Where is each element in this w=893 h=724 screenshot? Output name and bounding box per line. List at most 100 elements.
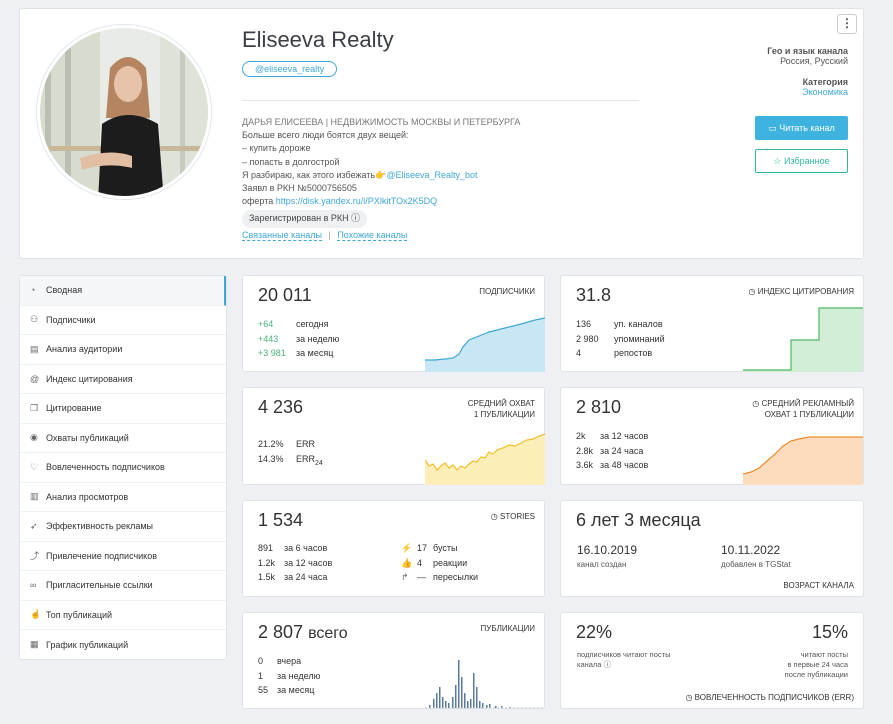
category-label: Категория	[802, 77, 848, 87]
sidebar-item-views[interactable]: ▥ Анализ просмотров	[20, 483, 226, 512]
stat-label: за 24 часа	[284, 572, 328, 582]
window-icon: ▭	[768, 123, 777, 133]
stat-row: 3.6k за 48 часов	[576, 458, 648, 473]
stat-value: 0	[258, 656, 264, 666]
reach-sparkline	[425, 433, 545, 485]
stat-value: 2 980	[576, 333, 599, 344]
similar-channels-link[interactable]: Похожие каналы	[337, 230, 408, 241]
bot-link[interactable]: @Eliseeva_Realty_bot	[386, 169, 478, 180]
stat-value: +443	[258, 333, 279, 344]
favorite-button[interactable]: ☆ Избранное	[755, 149, 848, 173]
citation-card[interactable]: 31.8 ◷ ИНДЕКС ЦИТИРОВАНИЯ 136 уп. каналов…	[560, 275, 864, 372]
ad-reach-label-line: ◷ СРЕДНИЙ РЕКЛАМНЫЙ	[752, 398, 854, 409]
desc-heading: ДАРЬЯ ЕЛИСЕЕВА | НЕДВИЖИМОСТЬ МОСКВЫ И П…	[242, 117, 521, 127]
stat-label: вчера	[277, 656, 302, 666]
channel-age-card[interactable]: 6 лет 3 месяца 16.10.2019 канал создан 1…	[560, 500, 864, 597]
at-icon: @	[30, 373, 40, 384]
stories-card[interactable]: 1 534 ◷ STORIES 891 за 6 часов 1.2k за 12 …	[242, 500, 545, 597]
sidebar-item-label: Сводная	[46, 285, 83, 296]
pie-chart-icon: ◔	[30, 285, 36, 296]
stat-value: 3.6k	[576, 460, 594, 470]
added-block: 10.11.2022 добавлен в TGStat	[721, 543, 791, 569]
citation-value: 31.8	[576, 285, 612, 305]
engagement-card[interactable]: 22% подписчиков читают посты канала ⓘ 15…	[560, 612, 864, 709]
sidebar-item-attraction[interactable]: ⤴ Привлечение подписчиков	[20, 542, 226, 571]
sidebar-item-audience[interactable]: ▤ Анализ аудитории	[20, 335, 226, 365]
desc-line: Больше всего люди боятся двух вещей:	[242, 130, 409, 141]
stat-label: бусты	[433, 543, 458, 553]
stat-label: ERR	[296, 439, 316, 449]
stat-row: 14.3% ERR24	[258, 452, 323, 471]
sidebar-item-label: Подписчики	[46, 314, 96, 325]
posts-value-suffix: всего	[308, 625, 348, 642]
stories-rows: 891 за 6 часов 1.2k за 12 часов 1.5k за 24 …	[258, 541, 332, 585]
sidebar-item-label: График публикаций	[46, 639, 129, 650]
reach-label: СРЕДНИЙ ОХВАТ	[467, 399, 535, 408]
stat-label: ERR	[296, 453, 316, 464]
engagement-left-label: подписчиков читают посты канала ⓘ	[577, 650, 670, 670]
stat-value: 1.2k	[258, 557, 276, 568]
stat-label: за неделю	[296, 333, 340, 344]
rkn-badge[interactable]: Зарегистрирован в РКН ⓘ	[242, 210, 368, 228]
more-menu-button[interactable]: ⋮	[837, 14, 857, 34]
sidebar-item-subscribers[interactable]: ⚇ Подписчики	[20, 306, 226, 335]
stat-row: 4 репостов	[576, 346, 665, 361]
category-block: Категория Экономика	[802, 77, 848, 97]
sidebar-item-citation[interactable]: ❐ Цитирование	[20, 394, 226, 424]
citation-label-block: ◷ ИНДЕКС ЦИТИРОВАНИЯ	[749, 286, 854, 297]
stat-row: 136 уп. каналов	[576, 317, 665, 332]
channel-description: ДАРЬЯ ЕЛИСЕЕВА | НЕДВИЖИМОСТЬ МОСКВЫ И П…	[242, 116, 662, 228]
channel-handle[interactable]: @eliseeva_realty	[242, 61, 338, 77]
stat-label: сегодня	[296, 319, 329, 329]
engagement-right-label-2: в первые 24 часа	[787, 660, 848, 669]
engagement-left-label-2: канала	[577, 660, 602, 669]
desc-text: Я разбираю, как этого избежать	[242, 169, 376, 180]
sidebar-item-ad-efficiency[interactable]: ➶ Эффективность рекламы	[20, 512, 226, 542]
stat-value: 55	[258, 685, 269, 695]
ad-reach-rows: 2k за 12 часов 2.8k за 24 часа 3.6k за 48 ч…	[576, 429, 648, 473]
rkn-badge-label: Зарегистрирован в РКН	[249, 213, 349, 224]
stat-label: реакции	[433, 557, 468, 568]
created-date: 16.10.2019	[577, 543, 638, 557]
posts-value-line: 2 807 всего	[258, 622, 348, 643]
sidebar-item-reach[interactable]: ◉ Охваты публикаций	[20, 424, 226, 453]
sidebar-item-summary[interactable]: ◔ Сводная	[20, 276, 226, 306]
like-icon: 👍	[401, 557, 413, 568]
sidebar-item-top-posts[interactable]: ☝ Топ публикаций	[20, 601, 226, 630]
stat-value: +3 981	[258, 348, 286, 358]
subscribers-rows: +64 сегодня +443 за неделю +3 981 за месяц	[258, 317, 339, 361]
calendar-icon: ▦	[30, 639, 39, 650]
sidebar-item-engagement[interactable]: ♡ Вовлеченность подписчиков	[20, 453, 226, 483]
subscribers-sparkline	[425, 317, 545, 372]
stat-value: 17	[417, 543, 428, 553]
share-icon: ↱	[401, 572, 409, 582]
read-channel-button[interactable]: ▭ Читать канал	[755, 116, 848, 140]
stat-value: 2.8k	[576, 445, 594, 456]
subscribers-card[interactable]: 20 011 ПОДПИСЧИКИ +64 сегодня +443 за неде…	[242, 275, 545, 372]
sidebar-item-invite-links[interactable]: ∞ Пригласительные ссылки	[20, 571, 226, 601]
related-channels-link[interactable]: Связанные каналы	[242, 230, 322, 241]
offer-link[interactable]: https://disk.yandex.ru/i/PXlkitTOx2K5DQ	[275, 196, 438, 207]
channel-links: Связанные каналы | Похожие каналы	[242, 230, 408, 241]
posts-card[interactable]: 2 807 всего ПУБЛИКАЦИИ 0 вчера 1 за неделю…	[242, 612, 545, 709]
stat-value: 136	[576, 319, 592, 329]
engagement-footer-label: ВОВЛЕЧЕННОСТЬ ПОДПИСЧИКОВ (ERR)	[694, 693, 854, 702]
added-label: добавлен в TGStat	[721, 560, 791, 569]
stat-row: 2 980 упоминаний	[576, 332, 665, 347]
desc-line: Я разбираю, как этого избежать👉@Eliseeva…	[242, 169, 662, 182]
reach-rows: 21.2% ERR 14.3% ERR24	[258, 437, 323, 471]
sidebar-item-citation-index[interactable]: @ Индекс цитирования	[20, 365, 226, 394]
stat-value: —	[417, 572, 426, 582]
stat-value: +64	[258, 319, 274, 329]
bolt-icon: ⚡	[401, 543, 413, 553]
ad-reach-card[interactable]: 2 810 ◷ СРЕДНИЙ РЕКЛАМНЫЙ ОХВАТ 1 ПУБЛИКА…	[560, 387, 864, 485]
channel-age-label: ВОЗРАСТ КАНАЛА	[783, 581, 854, 590]
category-link[interactable]: Экономика	[802, 87, 848, 97]
reach-card[interactable]: 4 236 СРЕДНИЙ ОХВАТ 1 ПУБЛИКАЦИИ 21.2% ERR…	[242, 387, 545, 485]
engagement-left-label-2-line: канала ⓘ	[577, 660, 670, 670]
stories-label-block: ◷ STORIES	[491, 511, 535, 522]
pointing-hand-icon: 👉	[375, 169, 387, 180]
stat-row: 0 вчера	[258, 654, 320, 669]
sidebar-item-schedule[interactable]: ▦ График публикаций	[20, 630, 226, 660]
posts-rows: 0 вчера 1 за неделю 55 за месяц	[258, 654, 320, 698]
